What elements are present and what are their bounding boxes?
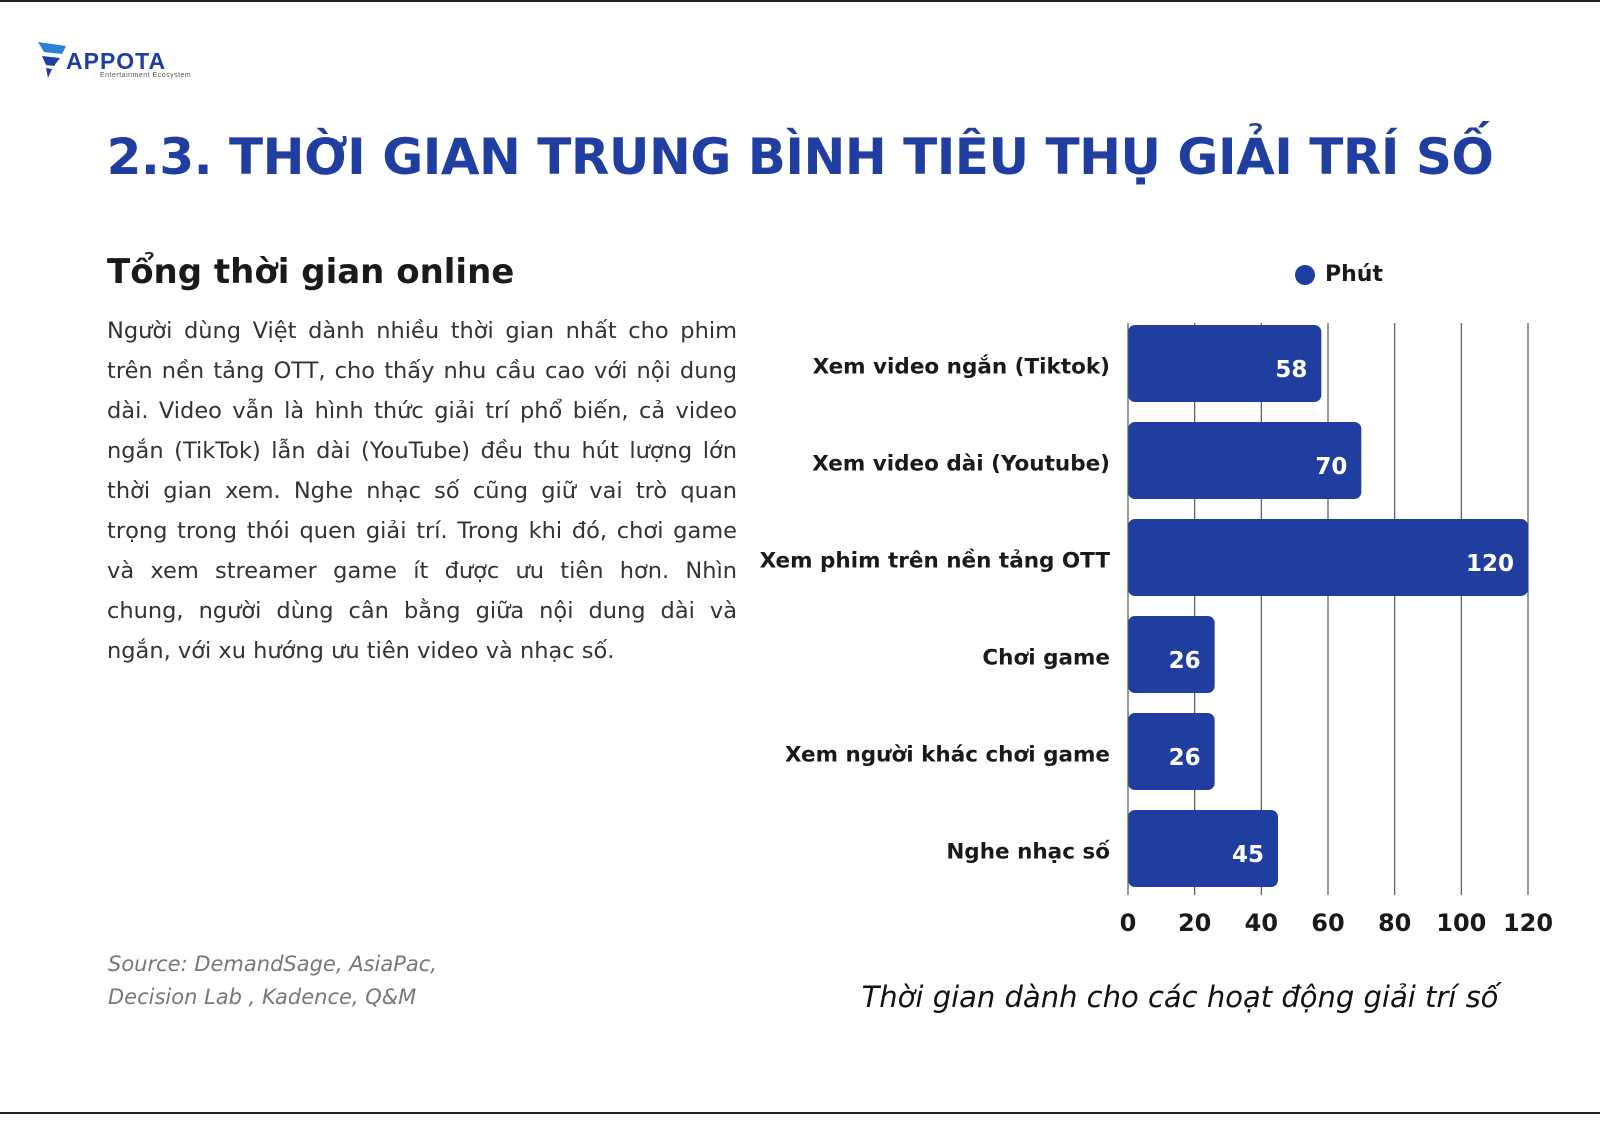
data-label: 70 (1315, 454, 1347, 480)
chart-caption: Thời gian dành cho các hoạt động giải tr… (861, 980, 1499, 1014)
source-note: Source: DemandSage, AsiaPac, Decision La… (108, 952, 437, 1009)
x-tick-label: 0 (1120, 909, 1137, 937)
data-label: 120 (1466, 551, 1514, 577)
page-title: 2.3. THỜI GIAN TRUNG BÌNH TIÊU THỤ GIẢI … (106, 128, 1494, 186)
x-tick-label: 120 (1503, 909, 1553, 937)
data-label: 58 (1275, 357, 1307, 383)
bar (1128, 713, 1215, 790)
category-label: Nghe nhạc số (946, 840, 1110, 865)
category-label: Xem phim trên nền tảng OTT (760, 549, 1111, 574)
appota-logo-mark-icon (38, 42, 66, 78)
bar (1128, 519, 1528, 596)
bottom-border (0, 1112, 1600, 1114)
x-tick-label: 20 (1178, 909, 1211, 937)
x-tick-label: 60 (1311, 909, 1344, 937)
x-tick-label: 80 (1378, 909, 1411, 937)
chart-legend: Phút (1295, 262, 1383, 287)
legend-label: Phút (1325, 262, 1383, 287)
appota-logo: APPOTA Entertainment Ecosystem (36, 38, 196, 86)
category-label: Chơi game (982, 646, 1110, 671)
bar (1128, 616, 1215, 693)
logo-wordmark: APPOTA (66, 48, 167, 74)
bar (1128, 325, 1322, 402)
category-label: Xem video dài (Youtube) (812, 452, 1110, 477)
legend-marker (1295, 264, 1315, 285)
logo-tagline: Entertainment Ecosystem (100, 72, 192, 79)
top-border (0, 0, 1600, 2)
data-label: 26 (1169, 648, 1201, 674)
bar (1128, 422, 1362, 499)
category-label: Xem video ngắn (Tiktok) (813, 354, 1110, 380)
category-label: Xem người khác chơi game (785, 743, 1110, 768)
bar (1128, 810, 1278, 887)
section-body-text: Người dùng Việt dành nhiều thời gian nhấ… (107, 318, 737, 664)
data-label: 45 (1232, 842, 1264, 868)
x-tick-label: 100 (1436, 909, 1486, 937)
section-heading: Tổng thời gian online (107, 252, 515, 292)
data-label: 26 (1169, 745, 1201, 771)
x-tick-label: 40 (1245, 909, 1278, 937)
